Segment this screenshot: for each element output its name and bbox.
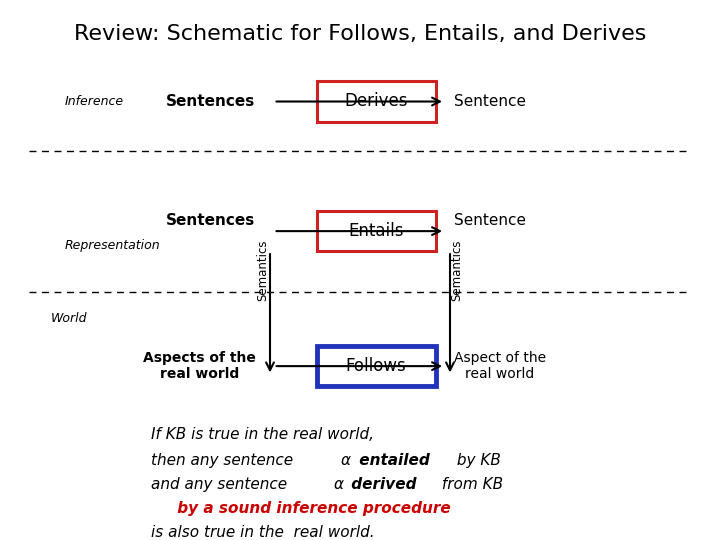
Text: Aspects of the
real world: Aspects of the real world bbox=[143, 351, 256, 381]
Text: Inference: Inference bbox=[65, 95, 124, 108]
Text: by KB: by KB bbox=[451, 453, 500, 468]
Text: α: α bbox=[341, 453, 351, 468]
Text: from KB: from KB bbox=[437, 477, 503, 492]
Text: Sentence: Sentence bbox=[454, 213, 526, 228]
Text: Representation: Representation bbox=[65, 239, 161, 252]
Text: α: α bbox=[333, 477, 343, 492]
Text: and any sentence: and any sentence bbox=[151, 477, 292, 492]
Text: Aspect of the
real world: Aspect of the real world bbox=[454, 351, 546, 381]
Text: Sentences: Sentences bbox=[166, 94, 256, 109]
Text: Follows: Follows bbox=[346, 357, 407, 375]
Text: Semantics: Semantics bbox=[256, 239, 269, 301]
Text: then any sentence: then any sentence bbox=[151, 453, 298, 468]
Text: derived: derived bbox=[346, 477, 417, 492]
Text: Semantics: Semantics bbox=[451, 239, 464, 301]
Text: Derives: Derives bbox=[344, 92, 408, 110]
Bar bbox=[317, 81, 436, 122]
Text: Entails: Entails bbox=[348, 222, 404, 240]
Text: Review: Schematic for Follows, Entails, and Derives: Review: Schematic for Follows, Entails, … bbox=[74, 24, 646, 44]
Text: is also true in the  real world.: is also true in the real world. bbox=[151, 525, 375, 540]
Text: Sentences: Sentences bbox=[166, 213, 256, 228]
Text: entailed: entailed bbox=[354, 453, 430, 468]
Text: World: World bbox=[50, 312, 87, 325]
Bar bbox=[317, 211, 436, 251]
Bar bbox=[317, 346, 436, 386]
Text: If KB is true in the real world,: If KB is true in the real world, bbox=[151, 427, 374, 442]
Text: by a sound inference procedure: by a sound inference procedure bbox=[151, 501, 451, 516]
Text: Sentence: Sentence bbox=[454, 94, 526, 109]
